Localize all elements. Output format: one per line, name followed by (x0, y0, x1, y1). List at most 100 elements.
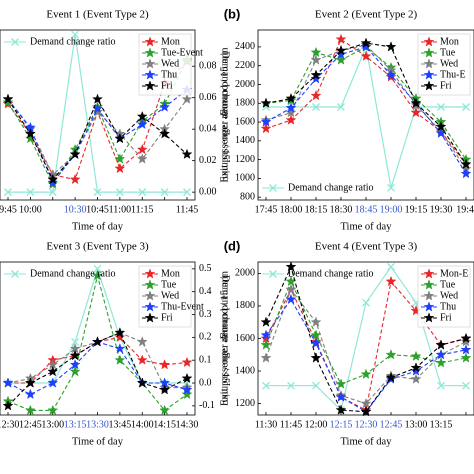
legend-label: Mon (161, 36, 180, 47)
legend-label: Fri (161, 312, 173, 323)
data-point (136, 118, 148, 130)
legend-marker (144, 80, 156, 91)
panel-title: Event 1 (Event Type 2) (46, 9, 149, 21)
data-point (462, 103, 470, 111)
data-point (335, 391, 347, 402)
data-point (159, 384, 171, 395)
x-tick-label: 18:45 (355, 204, 378, 215)
x-tick-label: 13:30 (86, 419, 109, 430)
x-tick-label: 13:00 (405, 419, 428, 430)
data-point (47, 173, 59, 185)
data-point (310, 69, 322, 80)
data-point (462, 381, 470, 390)
data-point (385, 69, 397, 80)
y-tick-label: 2400 (235, 41, 255, 52)
legend-label: Fri (440, 312, 452, 323)
x-tick-label: 13:00 (41, 419, 64, 430)
data-point (136, 336, 148, 347)
data-point (285, 106, 297, 118)
y-tick-label: 2000 (235, 268, 255, 279)
legend-marker (423, 312, 435, 323)
x-tick-label: 18:00 (280, 204, 303, 215)
data-point (460, 158, 472, 169)
legend-marker (144, 279, 156, 290)
data-point (435, 120, 447, 132)
x-tick-label: 11:00 (109, 204, 131, 215)
legend-label: Wed (440, 290, 458, 301)
y-tick-label: 1600 (235, 116, 255, 127)
legend-marker (423, 279, 435, 290)
legend-marker (423, 47, 435, 58)
data-point (71, 337, 80, 346)
y2-tick-label: 0.5 (199, 263, 212, 274)
legend-label: Demand change ratio (30, 36, 116, 47)
data-point (460, 167, 472, 179)
data-point (287, 381, 295, 390)
legend-label: Thu (440, 301, 456, 312)
y-tick-label: 1800 (235, 98, 255, 109)
x-axis-label: Time of day (72, 221, 124, 232)
data-point (260, 339, 272, 350)
data-point (115, 188, 124, 197)
data-point (460, 332, 472, 344)
data-point (285, 102, 297, 113)
y-tick-label: 1200 (235, 398, 255, 409)
data-point (92, 93, 103, 104)
data-point (410, 350, 422, 361)
y-tick-label: 2000 (235, 79, 255, 90)
data-point (385, 41, 397, 52)
legend-label: Tue-Event (161, 47, 203, 58)
data-point (410, 106, 422, 118)
data-point (114, 132, 126, 144)
series-line (265, 46, 467, 174)
legend-marker (269, 270, 277, 278)
panel-title: Event 2 (Event Type 2) (315, 9, 418, 21)
data-point (24, 377, 36, 388)
data-point (69, 173, 81, 185)
x-tick-label: 19:15 (405, 204, 428, 215)
panel-label: (b) (224, 6, 241, 21)
legend-marker (11, 38, 19, 46)
data-point (385, 371, 397, 383)
data-point (181, 356, 193, 368)
data-point (114, 343, 126, 354)
legend-label: Thu-E (440, 69, 466, 80)
data-point (335, 48, 347, 60)
y-tick-label: 800 (240, 191, 255, 202)
data-point (24, 128, 36, 139)
x-tick-label: 12:45 (19, 419, 42, 430)
legend-marker (423, 290, 435, 301)
data-point (69, 349, 81, 361)
x-axis-label: Time of day (72, 436, 124, 447)
legend-label: Demand change ratio (30, 268, 116, 279)
data-point (360, 368, 372, 379)
data-point (138, 188, 147, 197)
legend-marker (144, 312, 156, 323)
data-point (47, 176, 59, 188)
data-point (312, 381, 320, 390)
data-point (260, 122, 272, 134)
legend-label: Mon (161, 268, 180, 279)
legend-label: Tue (440, 279, 456, 290)
data-point (360, 41, 372, 52)
data-point (360, 37, 372, 48)
x-tick-label: 9:45 (0, 204, 17, 215)
data-point (460, 352, 472, 363)
data-point (410, 373, 422, 384)
legend-marker (269, 184, 277, 192)
data-point (114, 354, 126, 365)
legend-marker (144, 301, 156, 312)
y-tick-label: 2200 (235, 60, 255, 71)
data-point (69, 365, 81, 377)
data-point (360, 405, 372, 417)
x-tick-label: 13:15 (430, 419, 453, 430)
data-point (4, 188, 12, 197)
data-point (335, 33, 347, 44)
legend-marker (144, 290, 156, 301)
data-point (262, 381, 270, 390)
x-tick-label: 12:15 (330, 419, 353, 430)
y-tick-label: 1200 (235, 154, 255, 165)
x-tick-label: 12:30 (0, 419, 19, 430)
data-point (435, 349, 447, 360)
